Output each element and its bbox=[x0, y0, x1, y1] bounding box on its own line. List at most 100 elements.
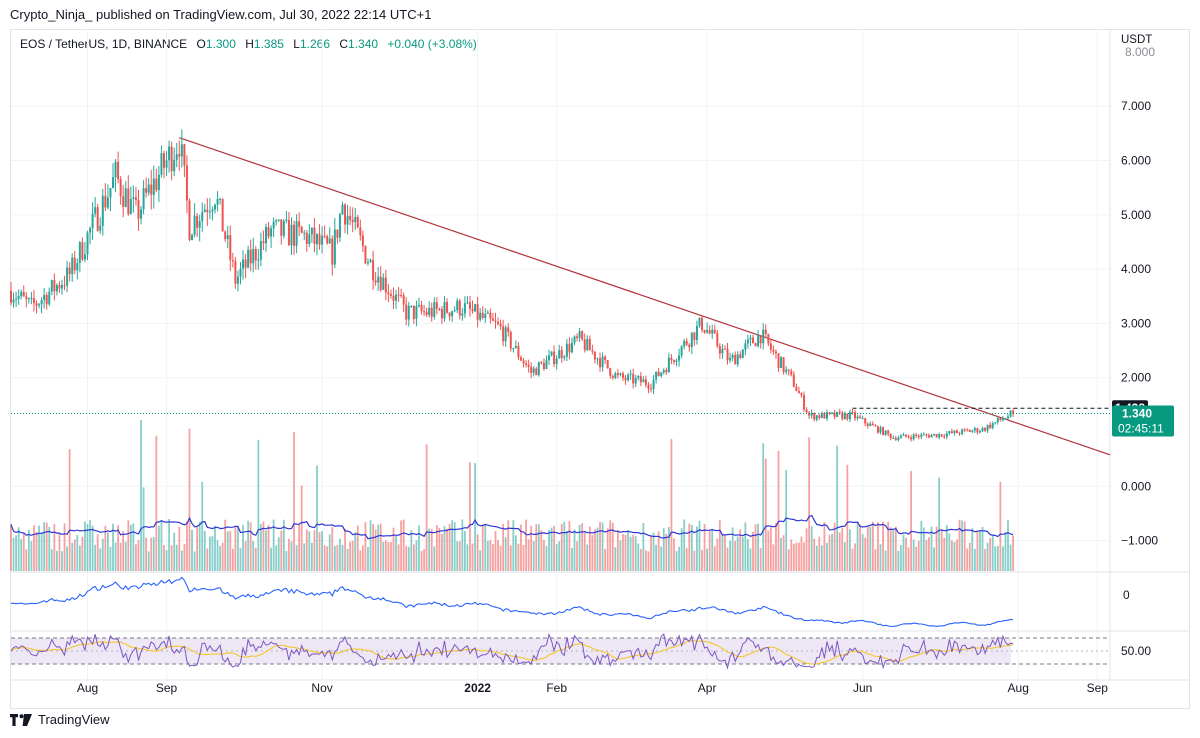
candle[interactable] bbox=[321, 226, 324, 254]
candle[interactable] bbox=[558, 344, 561, 359]
candle[interactable] bbox=[417, 297, 420, 308]
candle[interactable] bbox=[525, 360, 528, 368]
candle[interactable] bbox=[713, 324, 716, 335]
candle[interactable] bbox=[869, 421, 872, 427]
candle[interactable] bbox=[83, 242, 86, 263]
candle[interactable] bbox=[206, 198, 209, 226]
candle[interactable] bbox=[86, 230, 89, 261]
candle[interactable] bbox=[344, 203, 347, 234]
candle[interactable] bbox=[430, 302, 433, 322]
candle[interactable] bbox=[570, 337, 573, 354]
candle[interactable] bbox=[78, 240, 81, 273]
candle[interactable] bbox=[522, 357, 525, 368]
candle[interactable] bbox=[808, 411, 811, 419]
candle[interactable] bbox=[356, 214, 359, 229]
candle[interactable] bbox=[109, 187, 112, 212]
candle[interactable] bbox=[150, 169, 153, 210]
candle[interactable] bbox=[772, 345, 775, 355]
candle[interactable] bbox=[634, 374, 637, 387]
symbol-name[interactable]: EOS / TetherUS, 1D, BINANCE bbox=[20, 37, 188, 51]
candle[interactable] bbox=[764, 324, 767, 339]
candle[interactable] bbox=[122, 184, 125, 218]
candle[interactable] bbox=[999, 418, 1002, 422]
candle[interactable] bbox=[874, 424, 877, 427]
candle[interactable] bbox=[40, 297, 43, 314]
candle[interactable] bbox=[542, 358, 545, 371]
candle[interactable] bbox=[672, 359, 675, 365]
candle[interactable] bbox=[606, 360, 609, 369]
candle[interactable] bbox=[805, 407, 808, 414]
candle[interactable] bbox=[338, 212, 341, 243]
candle[interactable] bbox=[846, 413, 849, 421]
candle[interactable] bbox=[300, 225, 303, 234]
candle[interactable] bbox=[443, 296, 446, 322]
candle[interactable] bbox=[739, 351, 742, 360]
candle[interactable] bbox=[644, 375, 647, 388]
candle[interactable] bbox=[986, 424, 989, 434]
candle[interactable] bbox=[435, 297, 438, 315]
candle[interactable] bbox=[996, 416, 999, 425]
candle[interactable] bbox=[537, 361, 540, 377]
candle[interactable] bbox=[402, 292, 405, 313]
candle[interactable] bbox=[407, 301, 410, 327]
candle[interactable] bbox=[1007, 414, 1010, 420]
candle[interactable] bbox=[152, 165, 155, 209]
candle[interactable] bbox=[994, 422, 997, 425]
candle[interactable] bbox=[12, 292, 15, 308]
candle[interactable] bbox=[114, 159, 117, 193]
candle[interactable] bbox=[711, 324, 714, 339]
candle[interactable] bbox=[476, 296, 479, 328]
candle[interactable] bbox=[861, 415, 864, 420]
candle[interactable] bbox=[581, 330, 584, 341]
candle[interactable] bbox=[10, 281, 12, 306]
candle[interactable] bbox=[611, 374, 614, 380]
candle[interactable] bbox=[428, 301, 431, 318]
candle[interactable] bbox=[415, 300, 418, 327]
candle[interactable] bbox=[833, 409, 836, 420]
candle[interactable] bbox=[573, 335, 576, 346]
candle[interactable] bbox=[193, 203, 196, 238]
candle[interactable] bbox=[446, 298, 449, 314]
candle[interactable] bbox=[825, 409, 828, 421]
candle[interactable] bbox=[89, 226, 92, 245]
candle[interactable] bbox=[410, 305, 413, 308]
candle[interactable] bbox=[519, 355, 522, 362]
candle[interactable] bbox=[652, 374, 655, 395]
candle[interactable] bbox=[920, 432, 923, 440]
candle[interactable] bbox=[752, 334, 755, 344]
candle[interactable] bbox=[892, 435, 895, 439]
candle[interactable] bbox=[586, 335, 589, 352]
candle[interactable] bbox=[326, 234, 329, 245]
candle[interactable] bbox=[856, 414, 859, 421]
candle[interactable] bbox=[474, 303, 477, 313]
candle[interactable] bbox=[754, 342, 757, 347]
candle[interactable] bbox=[433, 297, 436, 320]
candle[interactable] bbox=[933, 433, 936, 437]
candle[interactable] bbox=[915, 432, 918, 438]
candle[interactable] bbox=[384, 269, 387, 301]
candle[interactable] bbox=[550, 351, 553, 357]
candle[interactable] bbox=[591, 344, 594, 355]
candle[interactable] bbox=[170, 141, 173, 181]
candle[interactable] bbox=[275, 218, 278, 226]
candle[interactable] bbox=[619, 372, 622, 377]
candle[interactable] bbox=[196, 213, 199, 237]
candle[interactable] bbox=[624, 374, 627, 385]
candle[interactable] bbox=[527, 359, 530, 373]
candle[interactable] bbox=[512, 347, 515, 353]
candle[interactable] bbox=[30, 291, 33, 305]
candle[interactable] bbox=[453, 306, 456, 313]
candle[interactable] bbox=[800, 392, 803, 398]
candle[interactable] bbox=[532, 366, 535, 377]
candle[interactable] bbox=[219, 197, 222, 205]
candle[interactable] bbox=[50, 279, 53, 296]
candle[interactable] bbox=[530, 362, 533, 379]
candle[interactable] bbox=[162, 150, 165, 179]
candle[interactable] bbox=[129, 186, 132, 215]
candle[interactable] bbox=[333, 217, 336, 269]
candle[interactable] bbox=[978, 429, 981, 434]
candle[interactable] bbox=[81, 237, 84, 262]
candle[interactable] bbox=[63, 275, 66, 291]
candle[interactable] bbox=[392, 287, 395, 310]
candle[interactable] bbox=[632, 368, 635, 389]
